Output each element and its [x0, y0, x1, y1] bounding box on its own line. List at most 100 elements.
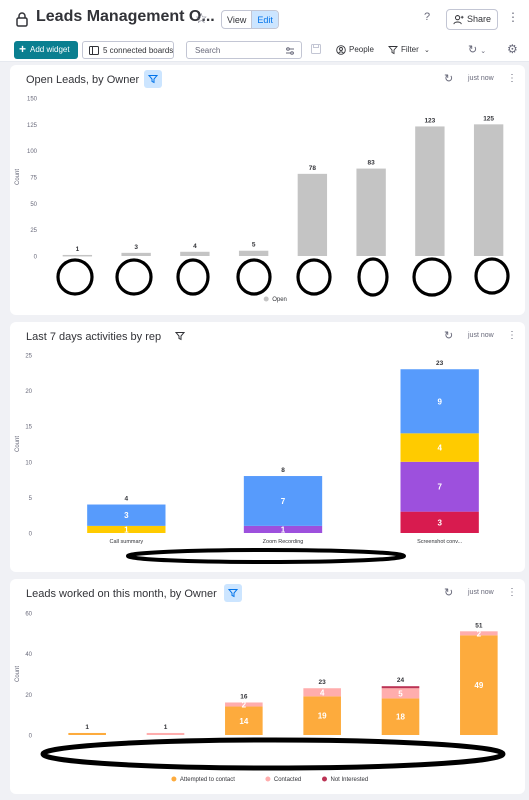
connected-boards-label: 5 connected boards [103, 46, 174, 55]
segment-value-label: 49 [474, 681, 483, 690]
legend-swatch [263, 296, 269, 302]
bar-segment [356, 168, 386, 256]
y-tick-label: 60 [25, 612, 32, 618]
refresh-dropdown-icon[interactable]: ↻ ⌄ [468, 44, 487, 56]
legend-swatch [265, 776, 271, 782]
bar-total-label: 1 [85, 724, 89, 731]
bar-total-label: 51 [475, 622, 483, 629]
widget-menu-icon[interactable]: ⋮ [507, 330, 517, 341]
bar-total-label: 1 [76, 246, 80, 253]
widget-filter-button[interactable] [171, 327, 189, 345]
bar-segment [238, 250, 269, 256]
filter-button[interactable]: Filter ⌄ [388, 45, 430, 55]
add-widget-button[interactable]: + Add widget [14, 41, 78, 59]
bar-segment [303, 696, 341, 735]
widget-filter-button[interactable] [224, 584, 242, 602]
widget-title: Last 7 days activities by rep [26, 331, 162, 343]
share-button[interactable]: Share [446, 9, 499, 30]
bar-segment [400, 511, 479, 533]
bar-total-label: 24 [397, 677, 405, 684]
bar-segment [460, 631, 498, 636]
lock-icon [16, 12, 28, 27]
y-tick-label: 20 [25, 389, 32, 395]
segment-value-label: 9 [437, 397, 442, 406]
bar-total-label: 125 [483, 115, 494, 122]
segment-value-label: 14 [239, 717, 248, 726]
dashboard-toolbar: + Add widget 5 connected boards Search P… [0, 38, 529, 62]
widget-title: Open Leads, by Owner [26, 74, 140, 86]
refresh-icon[interactable]: ↻ [444, 330, 454, 342]
board-header: Leads Management O... ☆ View Edit ? Shar… [0, 0, 529, 38]
widget-filter-button[interactable] [144, 70, 162, 88]
bar-segment [68, 732, 106, 735]
legend-label: Not Interested [331, 777, 369, 783]
search-input[interactable]: Search [186, 41, 302, 59]
view-edit-toggle: View Edit [221, 10, 279, 29]
filter-icon [175, 332, 185, 341]
people-label: People [349, 45, 374, 54]
bar-total-label: 78 [309, 165, 317, 172]
y-tick-label: 25 [25, 354, 32, 360]
y-tick-label: 100 [27, 149, 38, 155]
y-tick-label: 25 [30, 228, 37, 234]
x-tick-label: Screenshot conv... [417, 539, 463, 545]
last-updated: just now [468, 332, 494, 339]
gear-icon[interactable]: ⚙ [507, 42, 518, 56]
y-axis-label: Count [15, 436, 21, 452]
filter-label: Filter [401, 45, 419, 54]
board-title[interactable]: Leads Management O... [36, 8, 215, 25]
segment-value-label: 5 [398, 689, 403, 698]
bar-total-label: 8 [281, 467, 285, 474]
bar-segment [225, 706, 263, 735]
bar-segment [473, 124, 504, 256]
edit-button[interactable]: Edit [251, 11, 278, 28]
bar-segment [303, 688, 341, 697]
connected-boards-button[interactable]: 5 connected boards [82, 41, 174, 59]
bar-total-label: 3 [134, 244, 138, 251]
bar-total-label: 1 [164, 724, 168, 731]
share-label: Share [467, 14, 492, 24]
chevron-down-icon: ⌄ [424, 47, 430, 54]
star-icon[interactable]: ☆ [195, 10, 208, 26]
bar-segment [400, 461, 479, 512]
stacked-bar-chart: 0 5 10 15 20 25 Count 1 3 4 Call summary 1 7 8 Zoom Re… [15, 354, 479, 545]
legend-label: Open [272, 297, 287, 303]
segment-value-label: 4 [437, 444, 442, 453]
y-tick-label: 150 [27, 97, 38, 103]
bar-total-label: 4 [125, 496, 129, 503]
last-updated: just now [468, 589, 494, 596]
widget-menu-icon[interactable]: ⋮ [507, 73, 517, 84]
bar-segment [400, 369, 479, 434]
view-button[interactable]: View [227, 15, 247, 25]
refresh-icon[interactable]: ↻ [444, 587, 454, 599]
refresh-icon[interactable]: ↻ [444, 73, 454, 85]
x-tick-label: Zoom Recording [263, 539, 304, 545]
segment-value-label: 3 [437, 518, 442, 527]
bar-segment [243, 476, 323, 526]
bar-total-label: 83 [368, 160, 376, 167]
widget-open-leads: Open Leads, by Owner ↻ just now ⋮ 0 25 50 7… [10, 65, 525, 315]
add-widget-label: Add widget [30, 45, 70, 54]
y-tick-label: 50 [30, 202, 37, 208]
bar-total-label: 123 [424, 117, 435, 124]
segment-value-label: 1 [124, 525, 129, 534]
person-icon [336, 45, 346, 55]
legend-label: Attempted to contact [180, 777, 235, 783]
people-filter-button[interactable]: People [336, 45, 374, 55]
bar-total-label: 4 [193, 243, 197, 250]
help-icon[interactable]: ? [424, 11, 431, 23]
search-options-icon[interactable] [285, 46, 295, 56]
y-tick-label: 75 [30, 176, 37, 182]
y-tick-label: 0 [29, 734, 33, 740]
filter-icon [148, 75, 158, 84]
plus-icon: + [19, 42, 27, 56]
y-tick-label: 0 [34, 255, 38, 261]
widget-menu-icon[interactable]: ⋮ [507, 587, 517, 598]
bar-segment [381, 686, 420, 689]
add-person-icon [453, 15, 464, 25]
more-options-icon[interactable]: ⋮ [507, 10, 519, 24]
y-axis-label: Count [15, 169, 21, 185]
save-icon[interactable] [311, 44, 321, 54]
y-tick-label: 15 [25, 425, 32, 431]
